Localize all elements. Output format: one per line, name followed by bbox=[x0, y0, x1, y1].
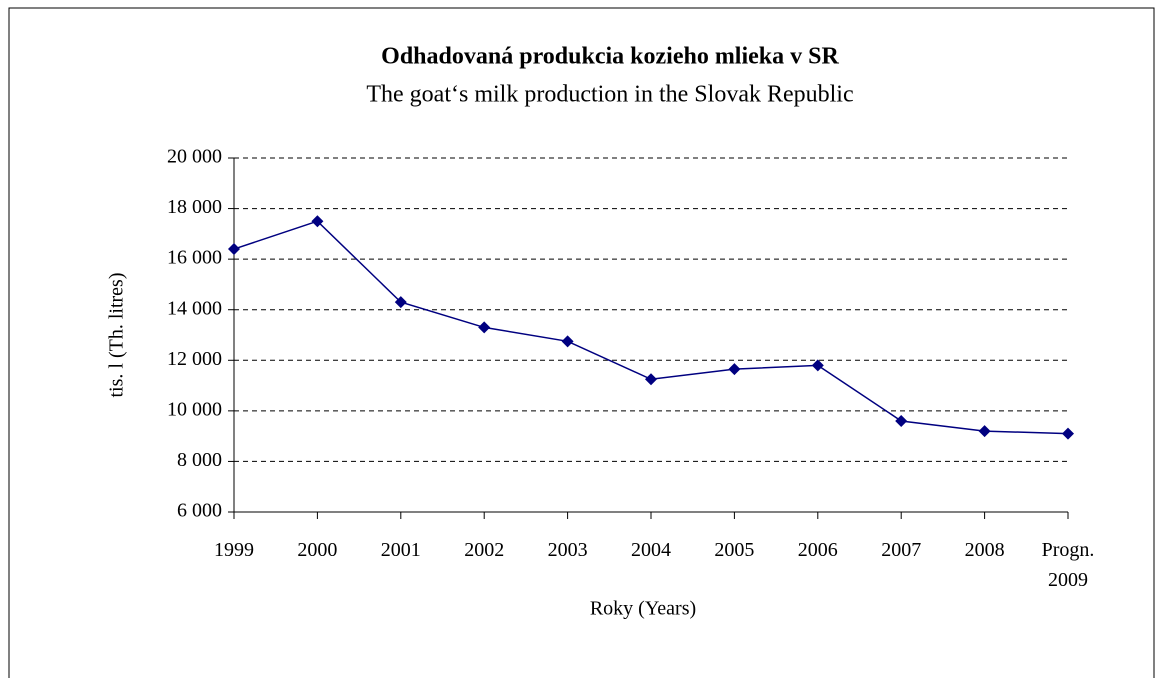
x-axis-label: Roky (Years) bbox=[590, 598, 696, 620]
marker bbox=[978, 425, 991, 438]
x-tick-label: 2006 bbox=[797, 539, 838, 561]
x-tick-label: 2004 bbox=[631, 539, 671, 561]
marker bbox=[728, 363, 741, 376]
chart-title: Odhadovaná produkcia kozieho mlieka v SR bbox=[381, 44, 839, 70]
y-tick-label: 6 000 bbox=[177, 500, 222, 522]
marker bbox=[228, 243, 240, 256]
x-tick-label: 2007 bbox=[881, 539, 922, 561]
marker bbox=[645, 373, 657, 386]
x-tick-label: 2002 bbox=[464, 539, 505, 561]
marker bbox=[811, 359, 824, 372]
y-tick-label: 16 000 bbox=[167, 247, 222, 269]
marker bbox=[1062, 427, 1074, 440]
x-tick-label: 1999 bbox=[214, 539, 254, 561]
y-axis-label: tis. l (Th. litres) bbox=[106, 273, 128, 398]
marker bbox=[561, 335, 574, 348]
x-tick-label: 2003 bbox=[547, 539, 588, 561]
chart-subtitle: The goat‘s milk production in the Slovak… bbox=[366, 82, 853, 108]
x-tick-label: Progn. 2009 bbox=[1041, 539, 1095, 591]
marker bbox=[478, 321, 491, 334]
y-tick-label: 12 000 bbox=[167, 348, 222, 370]
frame bbox=[8, 7, 1155, 678]
y-tick-label: 8 000 bbox=[177, 449, 222, 471]
marker bbox=[394, 296, 407, 309]
x-tick-label: 2005 bbox=[714, 539, 755, 561]
y-tick-label: 18 000 bbox=[167, 196, 222, 218]
marker bbox=[311, 215, 324, 228]
x-tick-label: 2000 bbox=[297, 539, 338, 561]
line bbox=[233, 220, 1069, 435]
y-tick-label: 14 000 bbox=[167, 297, 222, 319]
y-tick-label: 20 000 bbox=[167, 146, 222, 168]
y-tick-label: 10 000 bbox=[167, 398, 222, 420]
marker bbox=[895, 414, 908, 427]
x-tick-label: 2001 bbox=[380, 539, 421, 561]
x-tick-label: 2008 bbox=[964, 539, 1005, 561]
